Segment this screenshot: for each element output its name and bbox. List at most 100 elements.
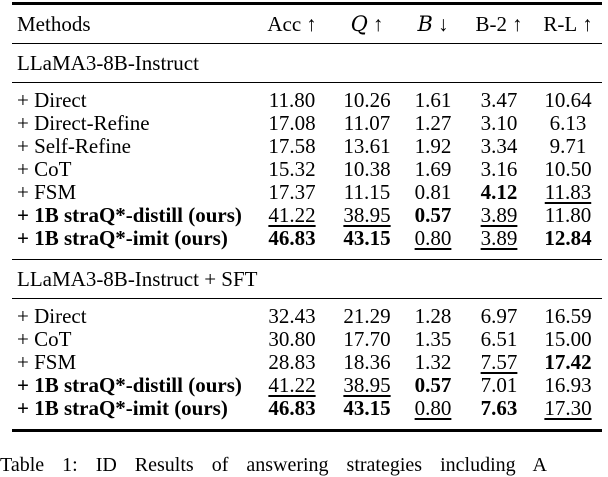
metric-cell: 0.80 bbox=[414, 226, 452, 250]
metric-cell: 38.95 bbox=[343, 373, 391, 397]
metric-cell: 43.15 bbox=[343, 396, 391, 420]
col-label: R-L bbox=[543, 11, 578, 36]
paper-table: Methods Acc ↑ Q ↑ B ↓ B-2 ↑ R-L ↑ LLaMA3-8B-I… bbox=[12, 2, 602, 432]
table-row: + Self-Refine 17.58 13.61 1.92 3.34 9.71 bbox=[12, 135, 602, 158]
up-arrow-icon: ↑ bbox=[582, 11, 593, 36]
metric-cell: 16.59 bbox=[544, 304, 592, 328]
metric-cell: 15.00 bbox=[544, 327, 592, 351]
metric-cell: 17.08 bbox=[268, 111, 316, 135]
table-row: + CoT 15.32 10.38 1.69 3.16 10.50 bbox=[12, 158, 602, 181]
table-row: + 1B straQ*-distill (ours) 41.22 38.95 0.57… bbox=[12, 204, 602, 227]
col-label: B bbox=[417, 11, 433, 36]
metric-cell: 9.71 bbox=[549, 134, 587, 158]
section-header-row: LLaMA3-8B-Instruct + SFT bbox=[12, 259, 602, 299]
method-cell: + 1B straQ*-imit (ours) bbox=[17, 396, 228, 420]
header-row: Methods Acc ↑ Q ↑ B ↓ B-2 ↑ R-L ↑ bbox=[12, 3, 602, 44]
metric-cell: 3.47 bbox=[480, 88, 518, 112]
col-header-b-score: B ↓ bbox=[402, 4, 464, 44]
metric-cell: 3.89 bbox=[480, 203, 518, 227]
metric-cell: 1.61 bbox=[414, 88, 452, 112]
metric-cell: 11.07 bbox=[343, 111, 391, 135]
metric-cell: 7.57 bbox=[480, 350, 518, 374]
metric-cell: 16.93 bbox=[544, 373, 592, 397]
metric-cell: 1.32 bbox=[414, 350, 452, 374]
metric-cell: 18.36 bbox=[343, 350, 391, 374]
col-header-acc: Acc ↑ bbox=[252, 4, 332, 44]
metric-cell: 6.51 bbox=[480, 327, 518, 351]
metric-cell: 10.64 bbox=[544, 88, 592, 112]
method-cell: + CoT bbox=[17, 157, 72, 181]
table-row: + 1B straQ*-imit (ours) 46.83 43.15 0.80 3.8… bbox=[12, 227, 602, 260]
metric-cell: 21.29 bbox=[343, 304, 391, 328]
table-row: + 1B straQ*-distill (ours) 41.22 38.95 0.57… bbox=[12, 374, 602, 397]
table-caption: Table 1: ID Results of answering strateg… bbox=[0, 454, 547, 476]
metric-cell: 30.80 bbox=[268, 327, 316, 351]
col-header-q-score: Q ↑ bbox=[332, 4, 402, 44]
method-cell: + 1B straQ*-imit (ours) bbox=[17, 226, 228, 250]
metric-cell: 0.80 bbox=[414, 396, 452, 420]
metric-cell: 1.92 bbox=[414, 134, 452, 158]
table-row: + FSM 28.83 18.36 1.32 7.57 17.42 bbox=[12, 351, 602, 374]
method-cell: + Self-Refine bbox=[17, 134, 131, 158]
section-header: LLaMA3-8B-Instruct + SFT bbox=[17, 266, 258, 291]
table-row: + FSM 17.37 11.15 0.81 4.12 11.83 bbox=[12, 181, 602, 204]
metric-cell: 11.15 bbox=[343, 180, 391, 204]
up-arrow-icon: ↑ bbox=[306, 11, 317, 36]
metric-cell: 28.83 bbox=[268, 350, 316, 374]
method-cell: + 1B straQ*-distill (ours) bbox=[17, 203, 242, 227]
method-cell: + FSM bbox=[17, 180, 77, 204]
metric-cell: 17.42 bbox=[544, 350, 592, 374]
metric-cell: 3.89 bbox=[480, 226, 518, 250]
metric-cell: 32.43 bbox=[268, 304, 316, 328]
metric-cell: 17.30 bbox=[544, 396, 592, 420]
method-cell: + Direct bbox=[17, 304, 87, 328]
results-table: Methods Acc ↑ Q ↑ B ↓ B-2 ↑ R-L ↑ LLaMA3-8B-I… bbox=[12, 2, 602, 432]
metric-cell: 1.27 bbox=[414, 111, 452, 135]
metric-cell: 10.50 bbox=[544, 157, 592, 181]
metric-cell: 7.01 bbox=[480, 373, 518, 397]
metric-cell: 0.57 bbox=[414, 203, 452, 227]
down-arrow-icon: ↓ bbox=[437, 11, 449, 36]
method-cell: + Direct-Refine bbox=[17, 111, 150, 135]
method-cell: + CoT bbox=[17, 327, 72, 351]
section-header-row: LLaMA3-8B-Instruct bbox=[12, 43, 602, 83]
metric-cell: 3.10 bbox=[480, 111, 518, 135]
up-arrow-icon: ↑ bbox=[512, 11, 523, 36]
metric-cell: 17.37 bbox=[268, 180, 316, 204]
col-label: Acc bbox=[267, 11, 302, 36]
metric-cell: 43.15 bbox=[343, 226, 391, 250]
metric-cell: 11.80 bbox=[544, 203, 592, 227]
metric-cell: 11.80 bbox=[268, 88, 316, 112]
metric-cell: 6.13 bbox=[549, 111, 587, 135]
metric-cell: 13.61 bbox=[343, 134, 391, 158]
table-row: + 1B straQ*-imit (ours) 46.83 43.15 0.80 7.6… bbox=[12, 397, 602, 431]
col-label: Q bbox=[350, 11, 368, 36]
table-row: + Direct 11.80 10.26 1.61 3.47 10.64 bbox=[12, 83, 602, 113]
metric-cell: 3.34 bbox=[480, 134, 518, 158]
metric-cell: 15.32 bbox=[268, 157, 316, 181]
metric-cell: 10.26 bbox=[343, 88, 391, 112]
metric-cell: 1.35 bbox=[414, 327, 452, 351]
metric-cell: 38.95 bbox=[343, 203, 391, 227]
metric-cell: 41.22 bbox=[268, 373, 316, 397]
table-row: + Direct-Refine 17.08 11.07 1.27 3.10 6.13 bbox=[12, 112, 602, 135]
metric-cell: 0.81 bbox=[414, 180, 452, 204]
up-arrow-icon: ↑ bbox=[372, 11, 384, 36]
metric-cell: 6.97 bbox=[480, 304, 518, 328]
method-cell: + FSM bbox=[17, 350, 77, 374]
method-cell: + 1B straQ*-distill (ours) bbox=[17, 373, 242, 397]
metric-cell: 17.70 bbox=[343, 327, 391, 351]
section-header: LLaMA3-8B-Instruct bbox=[17, 50, 199, 75]
method-cell: + Direct bbox=[17, 88, 87, 112]
metric-cell: 17.58 bbox=[268, 134, 316, 158]
metric-cell: 4.12 bbox=[480, 180, 518, 204]
metric-cell: 3.16 bbox=[480, 157, 518, 181]
table-row: + Direct 32.43 21.29 1.28 6.97 16.59 bbox=[12, 299, 602, 329]
col-header-b2: B-2 ↑ bbox=[464, 4, 534, 44]
col-label: B-2 bbox=[475, 11, 508, 36]
metric-cell: 41.22 bbox=[268, 203, 316, 227]
metric-cell: 7.63 bbox=[480, 396, 518, 420]
metric-cell: 12.84 bbox=[544, 226, 592, 250]
metric-cell: 1.28 bbox=[414, 304, 452, 328]
metric-cell: 46.83 bbox=[268, 396, 316, 420]
